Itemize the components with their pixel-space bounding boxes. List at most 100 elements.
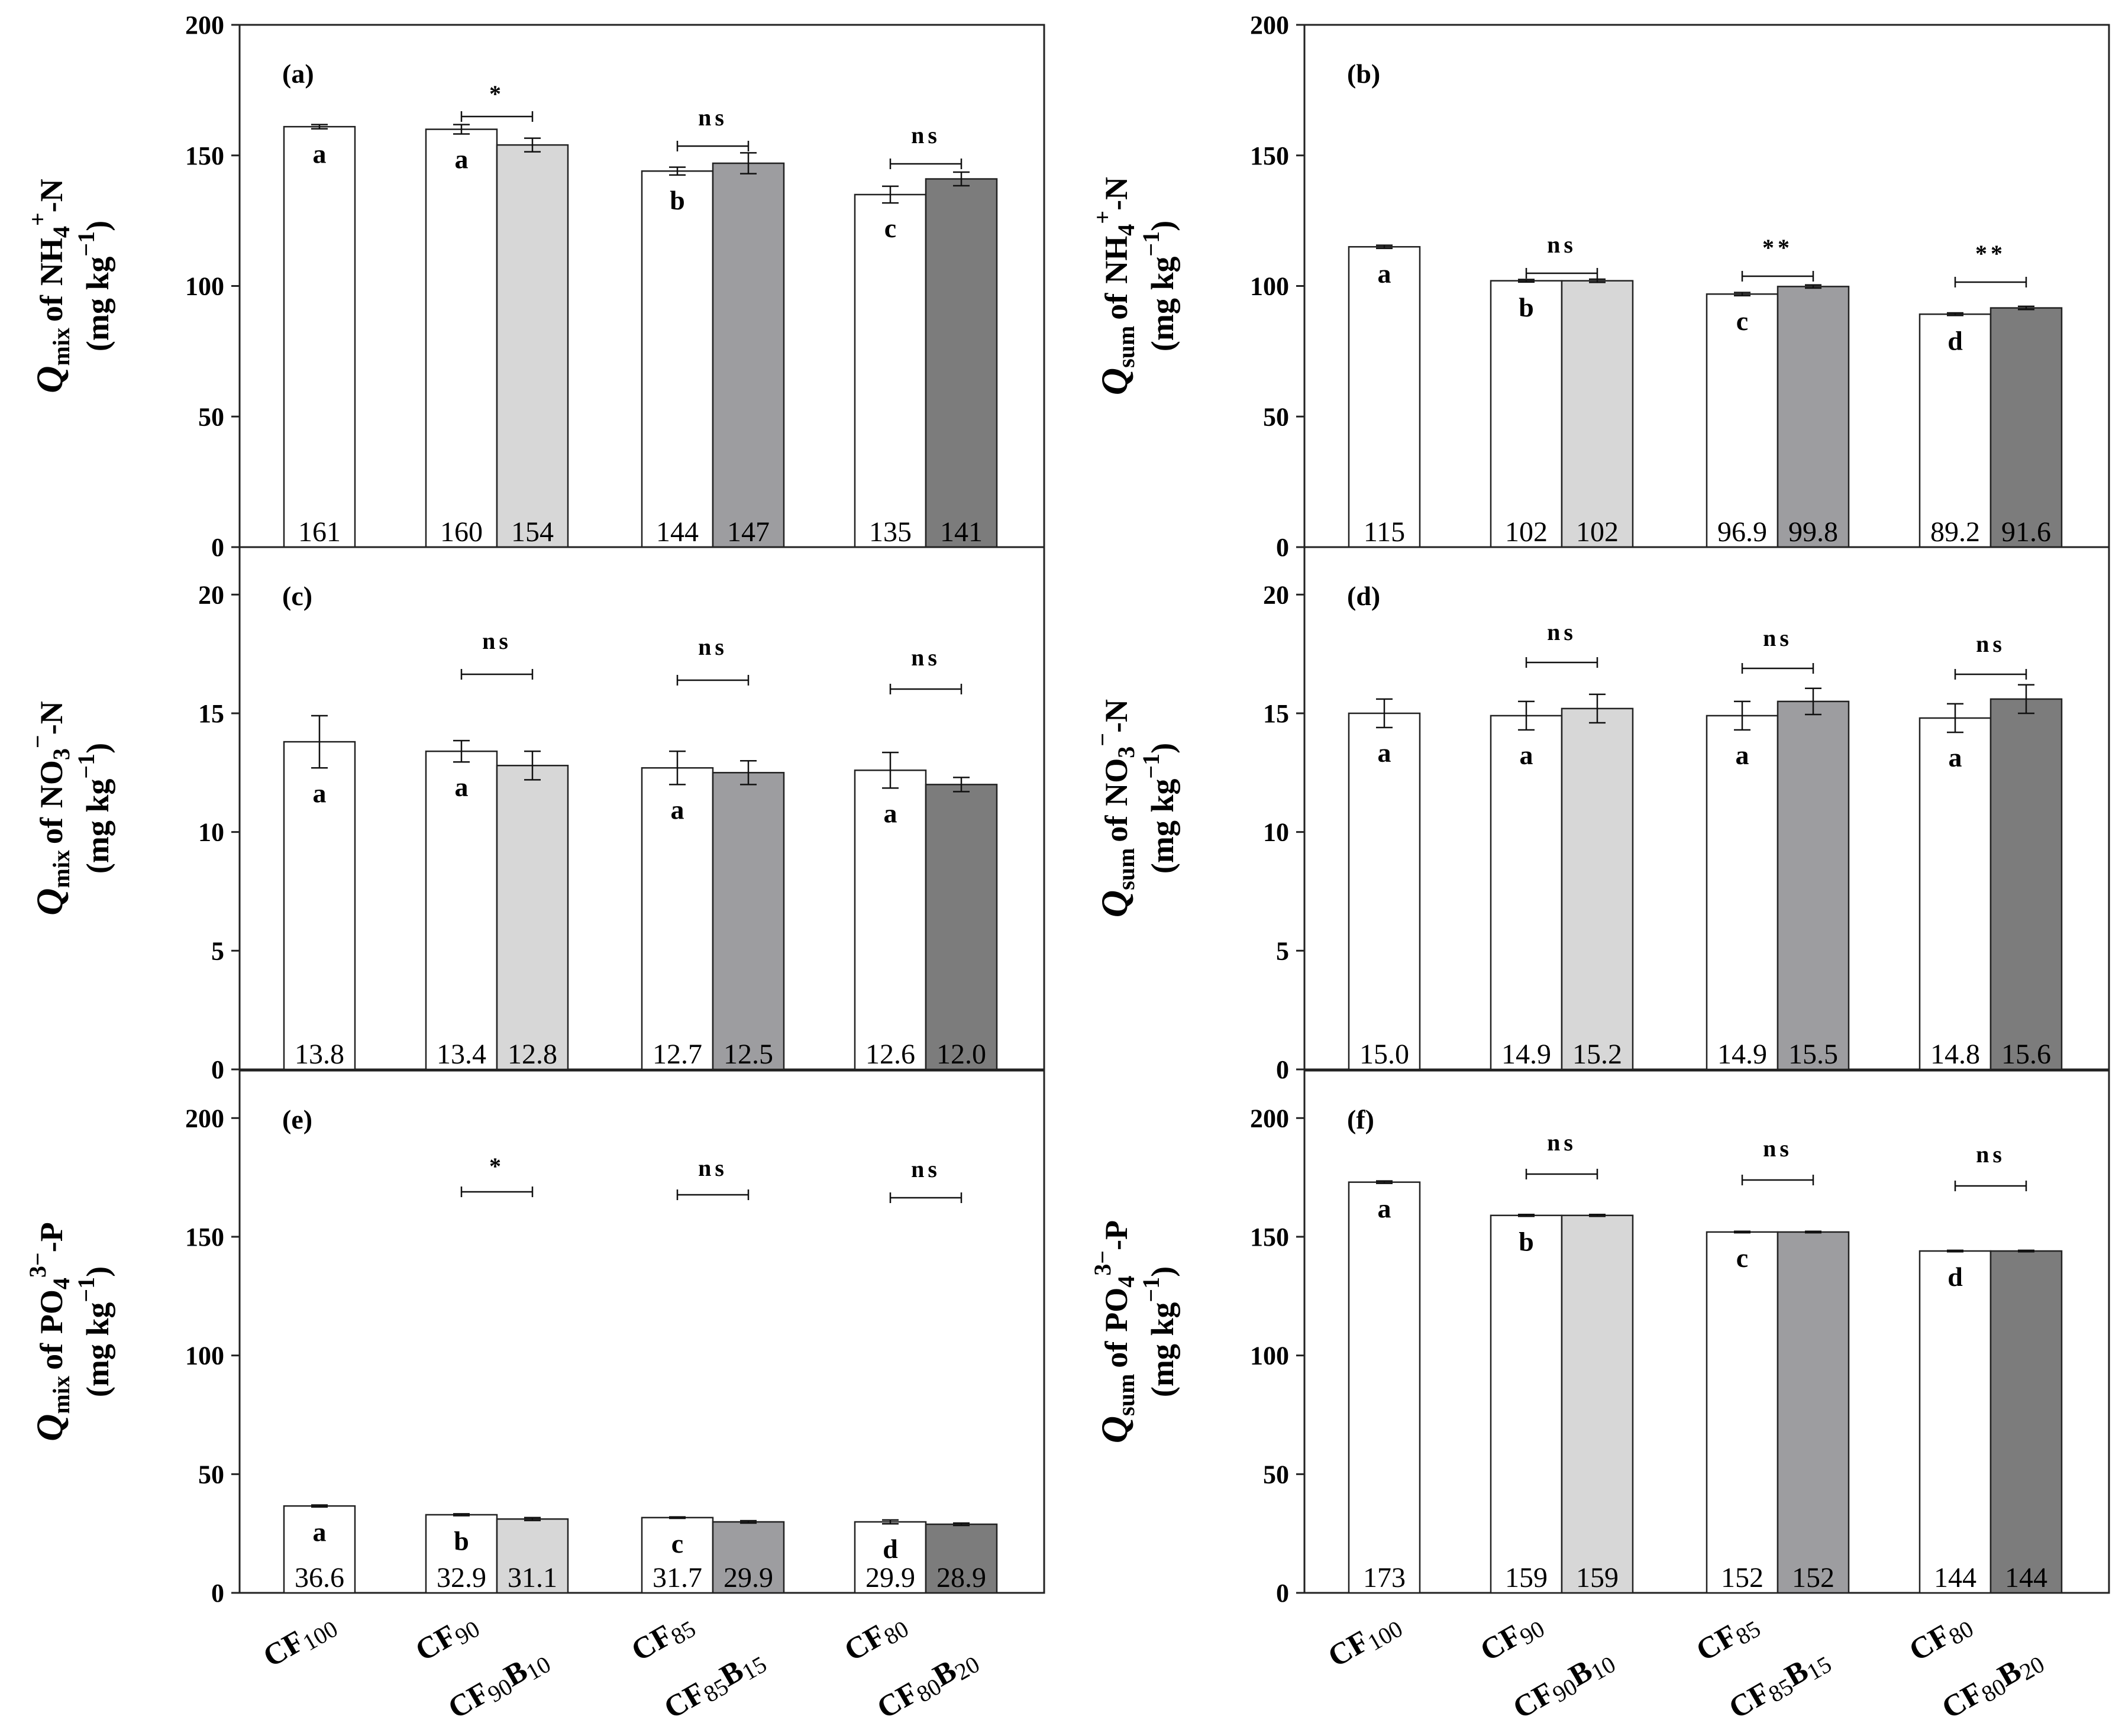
group-letter: a (455, 144, 469, 174)
value-label: 89.2 (1930, 516, 1980, 548)
group-letter: a (313, 778, 327, 808)
value-label: 96.9 (1717, 516, 1767, 548)
y-axis-units-close: ) (80, 1266, 115, 1277)
y-axis-title-species-subscript: 4 (48, 1278, 75, 1289)
y-axis-units: (mg kg−1) (1138, 743, 1180, 874)
x-category-label: CF85 (626, 1606, 700, 1670)
y-tick-label: 200 (185, 11, 224, 40)
y-axis-title: Qsum of PO43−-P (1089, 1220, 1139, 1443)
bar (854, 193, 927, 548)
value-label: 135 (869, 516, 912, 548)
value-label: 12.7 (653, 1039, 702, 1070)
y-axis-title-suffix: -N (34, 179, 69, 212)
panel-label: (b) (1347, 59, 1380, 89)
y-tick-label: 0 (1276, 1055, 1289, 1084)
bar (925, 784, 998, 1071)
value-label: 15.0 (1359, 1039, 1409, 1070)
y-axis-title-of: of (34, 1343, 69, 1370)
y-axis-title-q: Q (28, 366, 70, 393)
y-axis-title-species-superscript: 3− (1089, 1250, 1116, 1276)
group-letter: a (884, 798, 897, 828)
x-category-label: CF80 (1904, 1606, 1978, 1670)
y-tick-label: 5 (1276, 936, 1289, 965)
y-axis-title-species-superscript: + (24, 212, 51, 226)
significance-label: ** (1975, 240, 2006, 267)
bar (854, 1521, 927, 1594)
x-category-label: CF90 (1475, 1606, 1549, 1670)
y-axis-title-species-superscript: 3− (24, 1252, 51, 1278)
value-label: 12.5 (724, 1039, 773, 1070)
group-letter: b (670, 185, 685, 215)
significance-label: ns (1763, 625, 1792, 651)
group-letter: a (1520, 740, 1533, 770)
significance-label: ns (1547, 1129, 1577, 1156)
y-axis-units-close: ) (80, 221, 115, 231)
y-tick-label: 0 (211, 1579, 224, 1608)
significance-label: * (489, 80, 505, 107)
value-label: 152 (1721, 1562, 1764, 1593)
bar (283, 125, 356, 548)
y-axis-units-superscript: −1 (1138, 231, 1164, 257)
y-axis-units-superscript: −1 (73, 231, 99, 257)
y-tick-label: 0 (211, 1055, 224, 1084)
y-tick-label: 50 (1263, 1460, 1289, 1489)
significance-label: ns (1763, 1135, 1792, 1162)
significance-label: ** (1762, 234, 1793, 261)
y-tick-label: 150 (1250, 1223, 1289, 1252)
y-axis-units-text: (mg kg (80, 257, 115, 352)
y-axis-title-suffix: -N (34, 701, 69, 735)
y-axis-units-text: (mg kg (80, 1302, 115, 1398)
bar (283, 1505, 356, 1594)
value-label: 144 (656, 516, 699, 548)
bar (1777, 1231, 1850, 1594)
x-category-label: CF80 (839, 1606, 913, 1670)
group-letter: a (1949, 742, 1962, 772)
panel-b: 0 50 100 150 200 (b) 115 102 102 96.9 99.8 89.2 91.6… (1089, 11, 2110, 562)
value-label: 13.8 (295, 1039, 344, 1070)
plot-frame (238, 1069, 1045, 1594)
value-label: 154 (511, 516, 554, 548)
value-label: 161 (298, 516, 341, 548)
bar (1918, 1250, 1992, 1594)
y-axis-title-subscript: sum (1113, 848, 1139, 890)
significance-label: ns (482, 628, 512, 654)
value-label: 31.1 (508, 1562, 557, 1593)
group-letter: a (313, 1517, 327, 1547)
bar (496, 144, 569, 548)
significance-label: * (489, 1153, 505, 1179)
y-tick-label: 20 (198, 580, 224, 609)
value-label: 99.8 (1788, 516, 1838, 548)
group-letter: a (671, 794, 684, 825)
group-letter: c (884, 213, 896, 243)
bar (1561, 1214, 1634, 1594)
x-category-label: CF85B15 (658, 1642, 771, 1728)
x-category-label: CF100 (257, 1606, 342, 1676)
y-axis-title-species: PO (1099, 1288, 1134, 1332)
y-axis-title-q: Q (1093, 1416, 1135, 1443)
y-tick-label: 10 (198, 818, 224, 847)
y-axis-title-species: NO (1099, 758, 1134, 806)
y-axis-units-superscript: −1 (73, 1277, 99, 1302)
y-axis-title: Qsum of NH4+-N (1089, 177, 1139, 395)
significance-label: ns (698, 1155, 728, 1181)
group-letter: a (1378, 1194, 1391, 1224)
y-tick-label: 200 (185, 1104, 224, 1133)
bar (1561, 280, 1634, 548)
group-letter: c (671, 1528, 683, 1559)
y-tick-label: 200 (1250, 11, 1289, 40)
y-axis-units-text: (mg kg (1145, 257, 1180, 352)
y-tick-label: 50 (1263, 402, 1289, 431)
y-axis-units-text: (mg kg (1145, 1302, 1180, 1398)
significance-label: ns (1976, 631, 2005, 657)
y-axis-units-text: (mg kg (80, 779, 115, 874)
y-axis-title-species-subscript: 3 (1113, 746, 1139, 758)
y-axis-title-species-superscript: − (24, 735, 51, 748)
y-axis-units-superscript: −1 (73, 754, 99, 779)
y-axis-units: (mg kg−1) (73, 743, 115, 874)
y-axis-title-species-subscript: 4 (1113, 1276, 1139, 1288)
bar (1777, 700, 1850, 1071)
y-axis-title-species-superscript: + (1089, 211, 1116, 224)
value-label: 14.9 (1717, 1039, 1767, 1070)
